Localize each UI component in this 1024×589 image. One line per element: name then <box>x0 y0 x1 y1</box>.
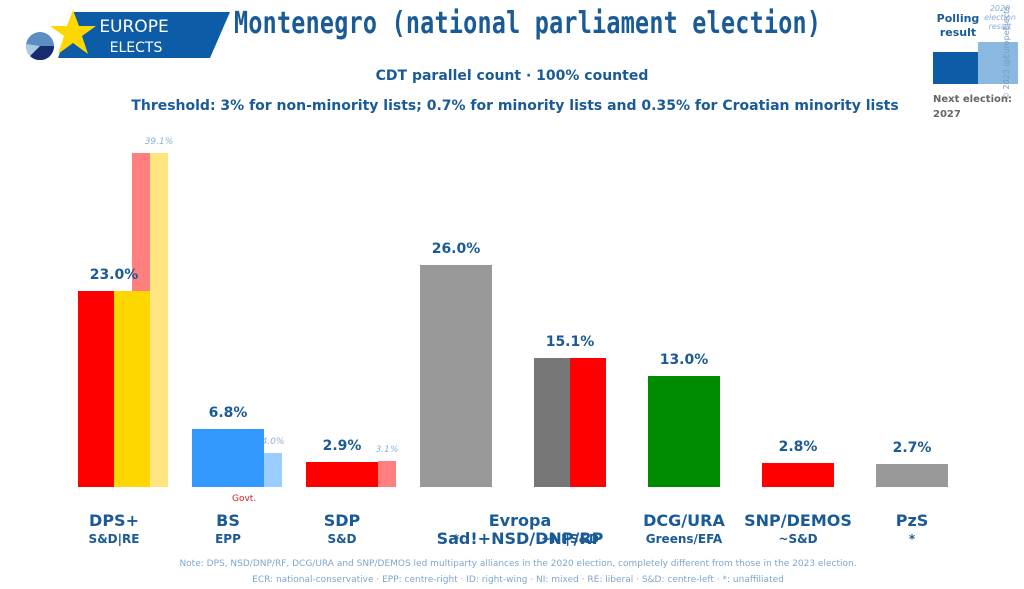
next-election-year: 2027 <box>933 109 961 120</box>
group-label: * <box>452 532 460 546</box>
group-label: S&D <box>327 532 357 546</box>
group-label: Greens/EFA <box>645 532 723 546</box>
legend-previous-swatch <box>978 42 1018 84</box>
group-label: ~S&D <box>778 532 818 546</box>
group-label: * <box>908 532 916 546</box>
party-label: PzS <box>895 511 929 530</box>
polling-bar-segment <box>114 290 150 487</box>
star-icon <box>50 10 96 54</box>
chart-title: Montenegro (national parliament election… <box>234 6 822 41</box>
legend-polling-label: Polling result <box>936 12 980 39</box>
group-label: S&D|RE <box>88 532 140 546</box>
previous-bar <box>264 452 282 487</box>
polling-bar <box>876 463 948 487</box>
previous-bar-segment <box>150 153 168 487</box>
party-label: DCG/URA <box>643 511 725 530</box>
group-label: ~NI|S&D <box>540 532 599 546</box>
polling-bar-segment <box>570 358 606 487</box>
polling-value-label: 23.0% <box>89 266 139 283</box>
polling-bar <box>192 428 264 487</box>
logo-text-bottom: ELECTS <box>110 40 163 56</box>
govt-annotation: Govt. <box>232 494 257 504</box>
polling-value-label: 13.0% <box>659 351 709 368</box>
polling-bar <box>306 462 378 487</box>
next-election: Next election: 2027 <box>933 92 1012 122</box>
polling-bar-segment <box>534 358 570 487</box>
polling-value-label: 2.8% <box>778 439 818 456</box>
legend-polling-swatch <box>933 52 978 84</box>
legend: Polling result 2020 election result <box>928 0 1024 130</box>
party-label: DPS+ <box>89 511 139 530</box>
chart-subtitle: CDT parallel count · 100% counted <box>375 68 649 84</box>
polling-value-label: 2.7% <box>892 439 932 456</box>
logo-graphic: EUROPE ELECTS <box>25 10 230 61</box>
previous-bar <box>378 460 396 487</box>
polling-value-label: 2.9% <box>322 438 362 455</box>
polling-value-label: 26.0% <box>431 240 481 257</box>
legend-previous-label: 2020 election result <box>984 4 1016 31</box>
party-label: BS <box>216 511 240 530</box>
previous-value-label: 39.1% <box>144 137 174 148</box>
party-label: SNP/DEMOS <box>744 511 852 530</box>
polling-bar <box>420 264 492 487</box>
polling-bar <box>648 375 720 487</box>
party-label: Evropa Sad!+NSD/DNP/RP <box>436 511 604 548</box>
next-election-label: Next election: <box>933 94 1012 105</box>
europe-elects-logo: EUROPE ELECTS <box>18 10 230 61</box>
party-label: SDP <box>323 511 361 530</box>
footnote-alliances: Note: DPS, NSD/DNP/RF, DCG/URA and SNP/D… <box>179 559 857 569</box>
polling-value-label: 15.1% <box>545 334 595 351</box>
polling-bar-segment <box>78 290 114 487</box>
polling-bar <box>762 463 834 487</box>
previous-value-label: 3.1% <box>375 444 399 455</box>
threshold-note: Threshold: 3% for non-minority lists; 0.… <box>131 98 899 114</box>
logo-text-top: EUROPE <box>99 17 168 37</box>
previous-value-label: 4.0% <box>261 436 285 447</box>
group-label: EPP <box>215 532 241 546</box>
polling-value-label: 6.8% <box>208 404 248 421</box>
footnote-groups: ECR: national-conservative · EPP: centre… <box>252 575 784 585</box>
